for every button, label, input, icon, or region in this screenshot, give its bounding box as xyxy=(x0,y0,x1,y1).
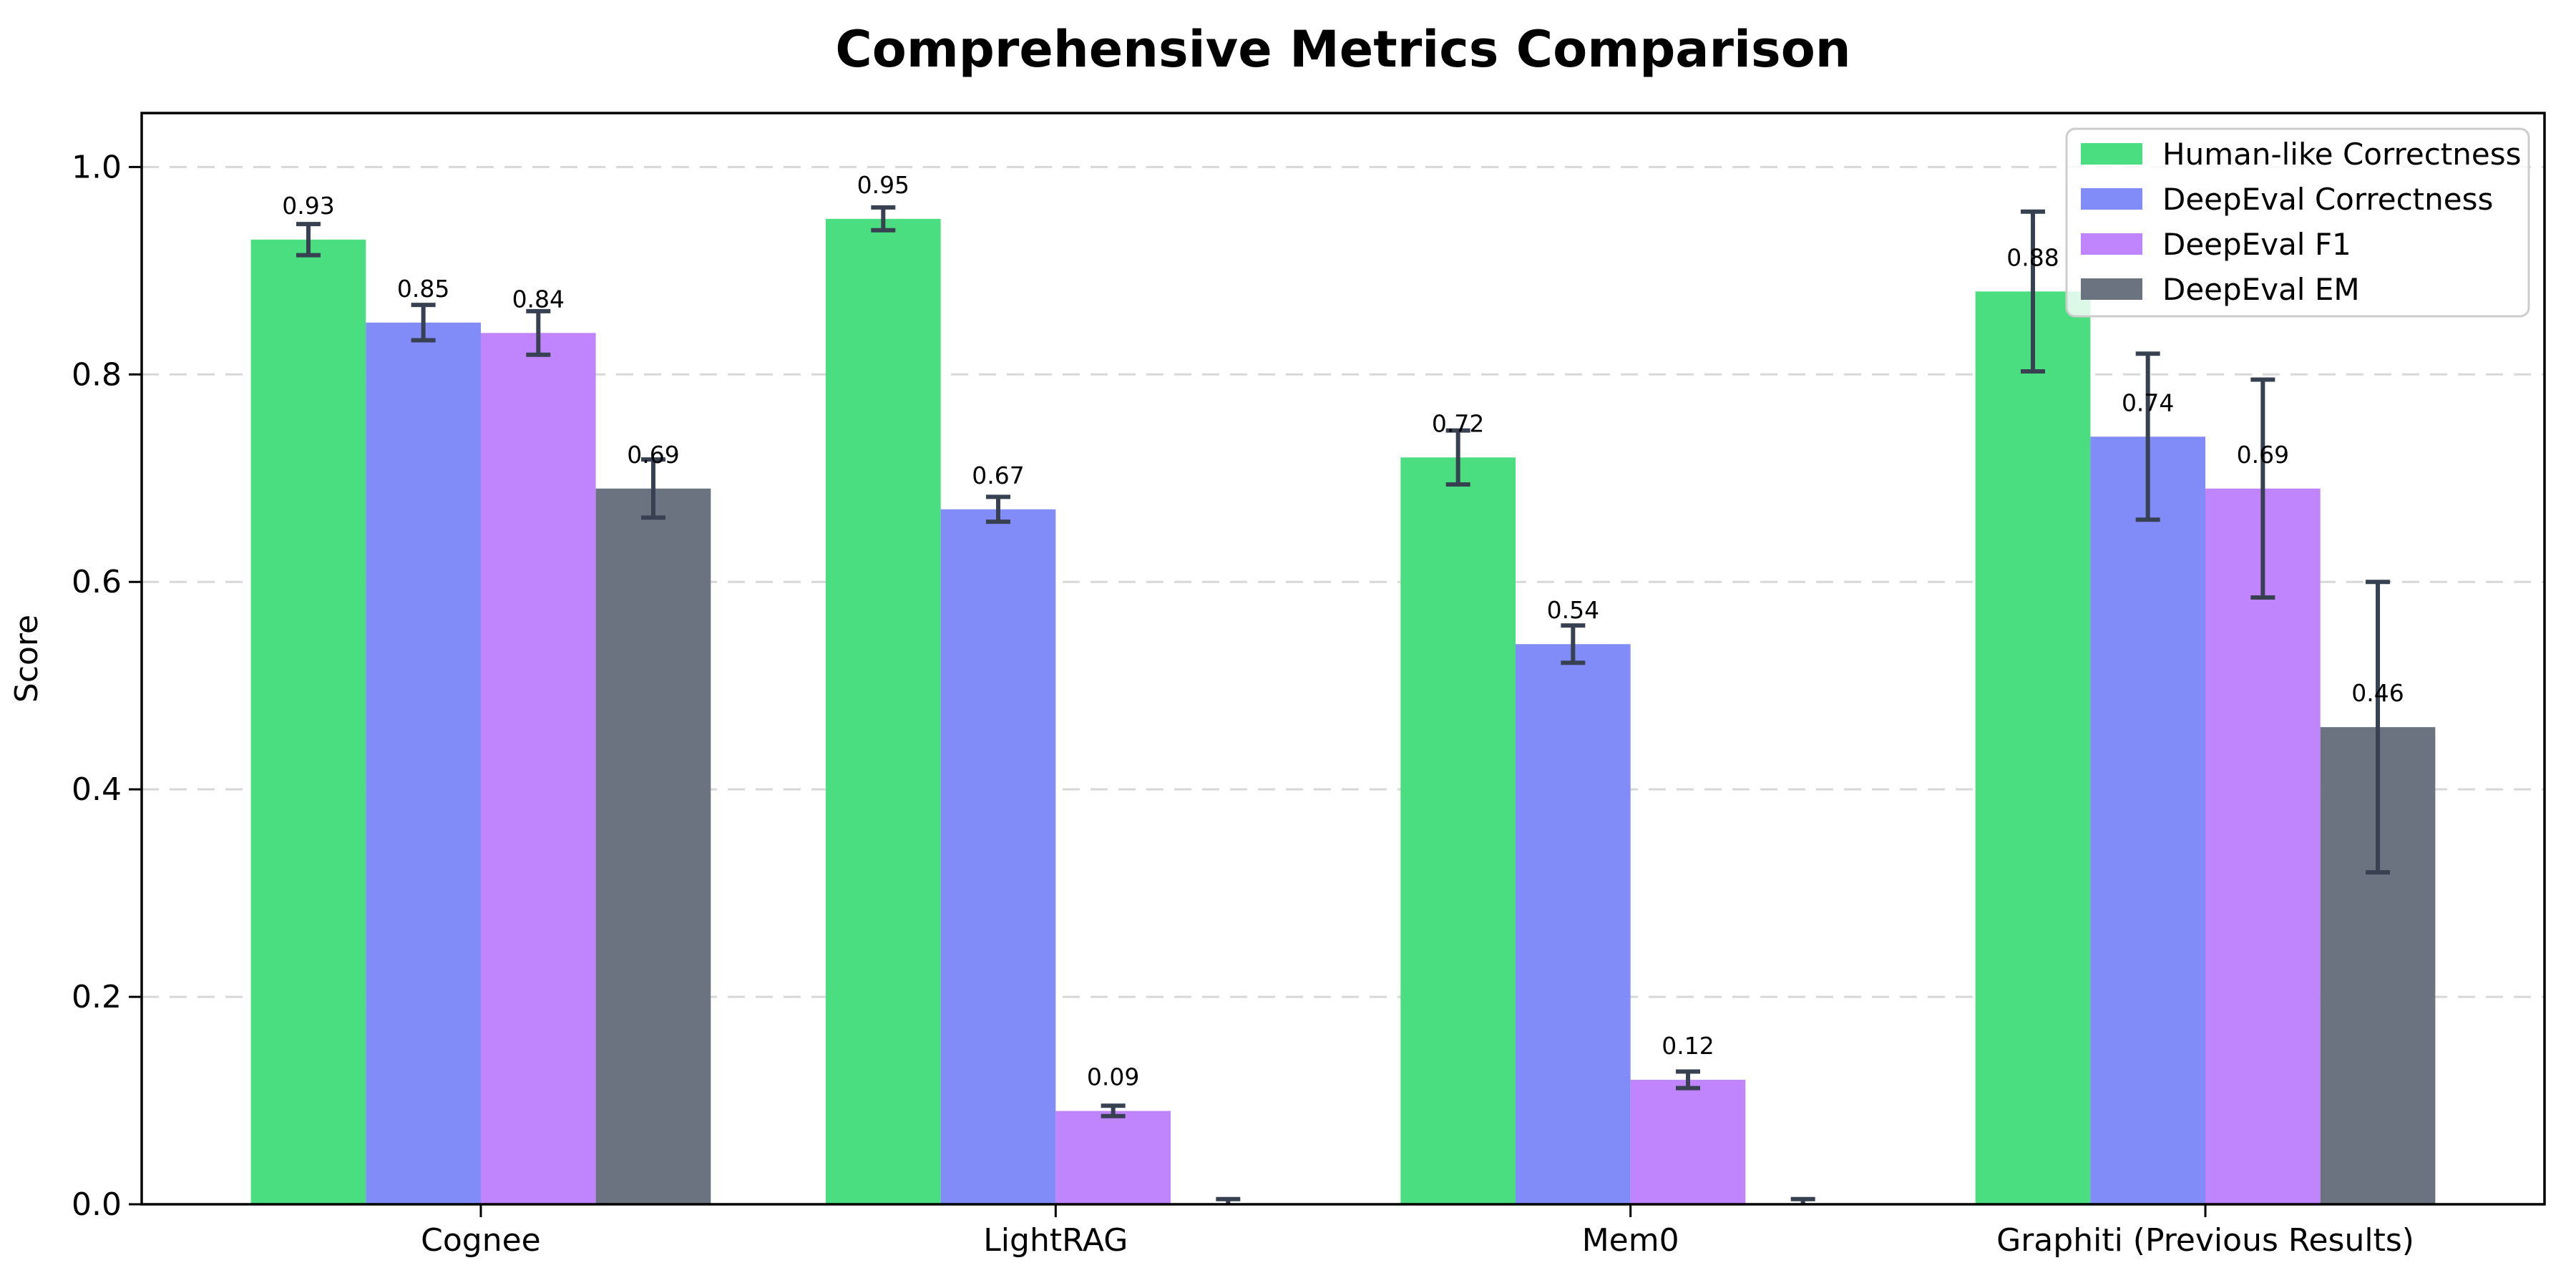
bar-lightrag-deepeval-f1 xyxy=(1055,1111,1171,1204)
bar-graphiti-previous-results-human-like-correctness xyxy=(1975,291,2091,1204)
value-label-graphiti-previous-results-deepeval-correctness: 0.74 xyxy=(2122,389,2174,416)
value-label-cognee-human-like-correctness: 0.93 xyxy=(282,192,334,220)
y-tick-label-0.8: 0.8 xyxy=(72,356,122,393)
value-label-cognee-deepeval-correctness: 0.85 xyxy=(397,275,449,303)
x-tick-label-graphiti-previous-results: Graphiti (Previous Results) xyxy=(1996,1222,2414,1259)
legend-label-deepeval-em: DeepEval EM xyxy=(2162,272,2360,307)
y-tick-label-0.0: 0.0 xyxy=(72,1186,122,1223)
legend-swatch-deepeval-correctness xyxy=(2081,188,2142,210)
legend-box xyxy=(2065,127,2530,318)
y-tick-label-0.2: 0.2 xyxy=(72,979,122,1015)
x-tick-label-mem0: Mem0 xyxy=(1582,1222,1679,1259)
value-label-mem0-human-like-correctness: 0.72 xyxy=(1432,409,1484,437)
value-label-graphiti-previous-results-human-like-correctness: 0.88 xyxy=(2006,243,2059,271)
x-tick-label-lightrag: LightRAG xyxy=(983,1222,1128,1259)
value-label-cognee-deepeval-em: 0.69 xyxy=(627,441,679,469)
y-tick-label-1.0: 1.0 xyxy=(72,149,122,185)
bar-cognee-deepeval-em xyxy=(595,488,711,1204)
y-tick-label-0.6: 0.6 xyxy=(72,564,122,600)
legend-label-deepeval-correctness: DeepEval Correctness xyxy=(2162,182,2493,217)
y-axis-label: Score xyxy=(9,615,45,703)
bar-mem0-human-like-correctness xyxy=(1400,457,1516,1205)
bar-lightrag-human-like-correctness xyxy=(825,218,941,1204)
axes-spines xyxy=(140,112,2546,1206)
x-tick-label-cognee: Cognee xyxy=(421,1222,541,1259)
legend-swatch-deepeval-f1 xyxy=(2081,233,2142,255)
bar-mem0-deepeval-correctness xyxy=(1516,644,1631,1204)
value-label-graphiti-previous-results-deepeval-em: 0.46 xyxy=(2351,679,2404,707)
bar-cognee-deepeval-correctness xyxy=(366,322,481,1204)
value-label-lightrag-deepeval-correctness: 0.67 xyxy=(972,462,1024,489)
y-tick-label-0.4: 0.4 xyxy=(72,771,122,808)
value-label-mem0-deepeval-correctness: 0.54 xyxy=(1547,596,1599,624)
bar-graphiti-previous-results-deepeval-f1 xyxy=(2205,488,2321,1204)
value-label-mem0-deepeval-f1: 0.12 xyxy=(1662,1032,1714,1060)
value-label-graphiti-previous-results-deepeval-f1: 0.69 xyxy=(2237,441,2289,469)
legend-swatch-deepeval-em xyxy=(2081,278,2142,300)
legend-label-deepeval-f1: DeepEval F1 xyxy=(2162,227,2351,262)
chart-title: Comprehensive Metrics Comparison xyxy=(835,20,1851,79)
bar-graphiti-previous-results-deepeval-correctness xyxy=(2090,436,2206,1204)
bar-cognee-deepeval-f1 xyxy=(480,333,596,1205)
value-label-lightrag-human-like-correctness: 0.95 xyxy=(857,171,909,199)
bar-cognee-human-like-correctness xyxy=(250,239,366,1204)
bar-lightrag-deepeval-correctness xyxy=(940,509,1056,1204)
legend-label-human-like-correctness: Human-like Correctness xyxy=(2162,137,2522,172)
value-label-lightrag-deepeval-f1: 0.09 xyxy=(1087,1063,1139,1091)
bar-mem0-deepeval-f1 xyxy=(1630,1080,1746,1204)
value-label-cognee-deepeval-f1: 0.84 xyxy=(512,285,565,313)
legend-swatch-human-like-correctness xyxy=(2081,143,2142,165)
